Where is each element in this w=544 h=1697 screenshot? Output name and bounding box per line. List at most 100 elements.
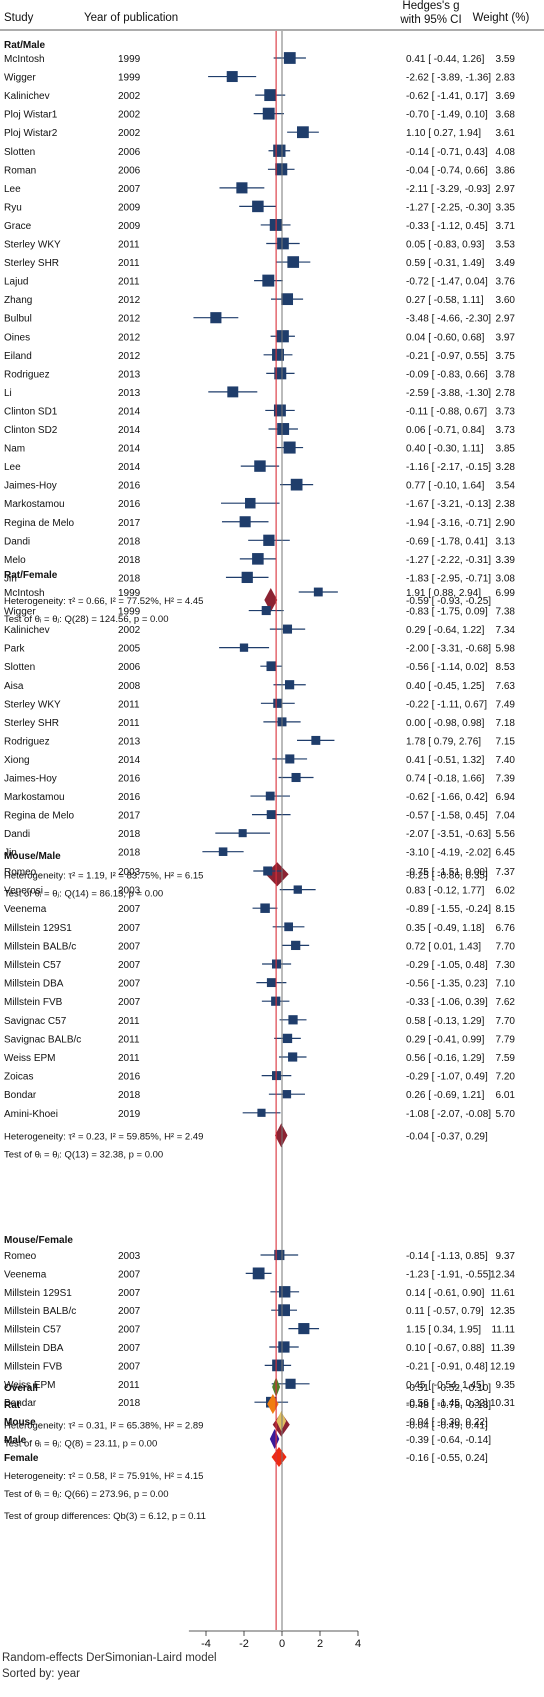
header-effect-2: with 95% CI — [399, 14, 461, 26]
effect-ci-text: 0.40 [ -0.30, 1.11] — [406, 444, 484, 455]
weight-value: 2.97 — [496, 184, 516, 195]
weight-value: 3.49 — [496, 258, 516, 269]
group-difference-test: Test of group differences: Qb(3) = 6.12,… — [4, 1511, 206, 1522]
study-year: 2007 — [118, 960, 141, 971]
effect-ci-text: 0.05 [ -0.83, 0.93] — [406, 240, 485, 251]
overall-ci-text: -0.31 [ -0.52, -0.10] — [406, 1383, 491, 1394]
effect-ci-text: -0.56 [ -1.35, 0.23] — [406, 979, 488, 990]
effect-ci-text: 0.74 [ -0.18, 1.66] — [406, 774, 485, 785]
weight-value: 6.99 — [496, 588, 516, 599]
study-name: Regina de Melo — [4, 518, 74, 529]
study-year: 2007 — [118, 979, 141, 990]
effect-ci-text: -0.33 [ -1.12, 0.45] — [406, 221, 488, 232]
effect-ci-text: 0.14 [ -0.61, 0.90] — [406, 1288, 485, 1299]
effect-ci-text: -0.22 [ -1.11, 0.67] — [406, 699, 487, 710]
study-name: Dandi — [4, 536, 30, 547]
study-year: 2011 — [118, 1380, 140, 1391]
weight-value: 8.15 — [496, 904, 516, 915]
summary-diamond — [274, 1123, 288, 1148]
study-name: Oines — [4, 332, 30, 343]
weight-value: 3.69 — [496, 91, 516, 102]
effect-ci-text: -3.10 [ -4.19, -2.02] — [406, 848, 491, 859]
x-tick-label: -2 — [239, 1638, 249, 1650]
weight-value: 3.54 — [496, 481, 516, 492]
overall-diamond — [269, 1429, 280, 1449]
effect-ci-text: -3.48 [ -4.66, -2.30] — [406, 314, 491, 325]
study-name: Grace — [4, 221, 32, 232]
effect-ci-text: -0.14 [ -0.71, 0.43] — [406, 147, 488, 158]
effect-square — [282, 1090, 292, 1099]
weight-value: 6.94 — [496, 792, 516, 803]
weight-value: 12.34 — [490, 1269, 515, 1280]
study-name: Venerosi — [4, 886, 43, 897]
study-year: 2009 — [118, 202, 141, 213]
weight-value: 7.10 — [496, 979, 516, 990]
effect-ci-text: 0.26 [ -0.69, 1.21] — [406, 1090, 485, 1101]
effect-ci-text: -2.00 [ -3.31, -0.68] — [406, 644, 491, 655]
study-name: Romeo — [4, 1251, 37, 1262]
effect-square — [272, 348, 284, 361]
effect-ci-text: 1.15 [ 0.34, 1.95] — [406, 1325, 481, 1336]
study-name: Roman — [4, 165, 36, 176]
effect-ci-text: -1.08 [ -2.07, -0.08] — [406, 1109, 491, 1120]
study-year: 2013 — [118, 388, 141, 399]
weight-value: 7.37 — [496, 867, 516, 878]
study-year: 2007 — [118, 923, 141, 934]
effect-square — [262, 274, 275, 287]
study-name: Millstein BALB/c — [4, 941, 76, 952]
effect-ci-text: 0.06 [ -0.71, 0.84] — [406, 425, 485, 436]
effect-square — [239, 643, 249, 652]
effect-square — [272, 1359, 284, 1372]
study-year: 2011 — [118, 240, 140, 251]
effect-square — [238, 829, 247, 838]
study-name: Jaimes-Hoy — [4, 481, 57, 492]
overall-ci-text: -0.16 [ -0.55, 0.24] — [406, 1453, 488, 1464]
effect-square — [252, 200, 264, 213]
study-year: 2018 — [118, 555, 141, 566]
study-year: 2014 — [118, 755, 141, 766]
effect-ci-text: -0.11 [ -0.88, 0.67] — [406, 406, 487, 417]
effect-ci-text: 0.59 [ -0.31, 1.49] — [406, 258, 485, 269]
summary-diamond — [265, 862, 289, 887]
study-year: 2011 — [118, 718, 140, 729]
study-name: Clinton SD2 — [4, 425, 58, 436]
effect-square — [252, 553, 264, 565]
study-year: 2012 — [118, 314, 141, 325]
study-name: Bondar — [4, 1398, 37, 1409]
weight-value: 3.76 — [496, 277, 516, 288]
study-name: Sterley SHR — [4, 718, 59, 729]
study-year: 2007 — [118, 1306, 141, 1317]
effect-square — [297, 126, 309, 139]
overall-row-label: Female — [4, 1453, 39, 1464]
effect-square — [227, 386, 239, 398]
study-year: 2018 — [118, 1090, 141, 1101]
effect-ci-text: 0.41 [ -0.44, 1.26] — [406, 54, 485, 65]
study-name: Veenema — [4, 904, 47, 915]
study-name: Jin — [4, 573, 17, 584]
weight-value: 6.02 — [496, 886, 516, 897]
effect-square — [278, 1341, 290, 1353]
effect-square — [288, 1052, 298, 1062]
weight-value: 2.78 — [496, 388, 516, 399]
study-year: 2007 — [118, 1288, 141, 1299]
study-year: 2012 — [118, 332, 141, 343]
effect-ci-text: -0.75 [ -1.51, 0.00] — [406, 867, 488, 878]
study-year: 2007 — [118, 941, 141, 952]
effect-square — [291, 772, 301, 783]
study-year: 2011 — [118, 1016, 140, 1027]
effect-ci-text: 0.04 [ -0.60, 0.68] — [406, 332, 485, 343]
weight-value: 3.28 — [496, 462, 516, 473]
weight-value: 7.15 — [496, 736, 516, 747]
study-name: Bondar — [4, 1090, 37, 1101]
study-name: Wigger — [4, 73, 36, 84]
study-year: 2007 — [118, 904, 141, 915]
study-name: Xiong — [4, 755, 30, 766]
effect-square — [274, 367, 287, 380]
study-year: 2003 — [118, 867, 141, 878]
study-year: 2007 — [118, 997, 141, 1008]
header-effect-1: Hedges's g — [402, 0, 459, 12]
study-name: Sterley WKY — [4, 699, 61, 710]
study-name: Veenema — [4, 1269, 47, 1280]
study-name: Slotten — [4, 147, 35, 158]
